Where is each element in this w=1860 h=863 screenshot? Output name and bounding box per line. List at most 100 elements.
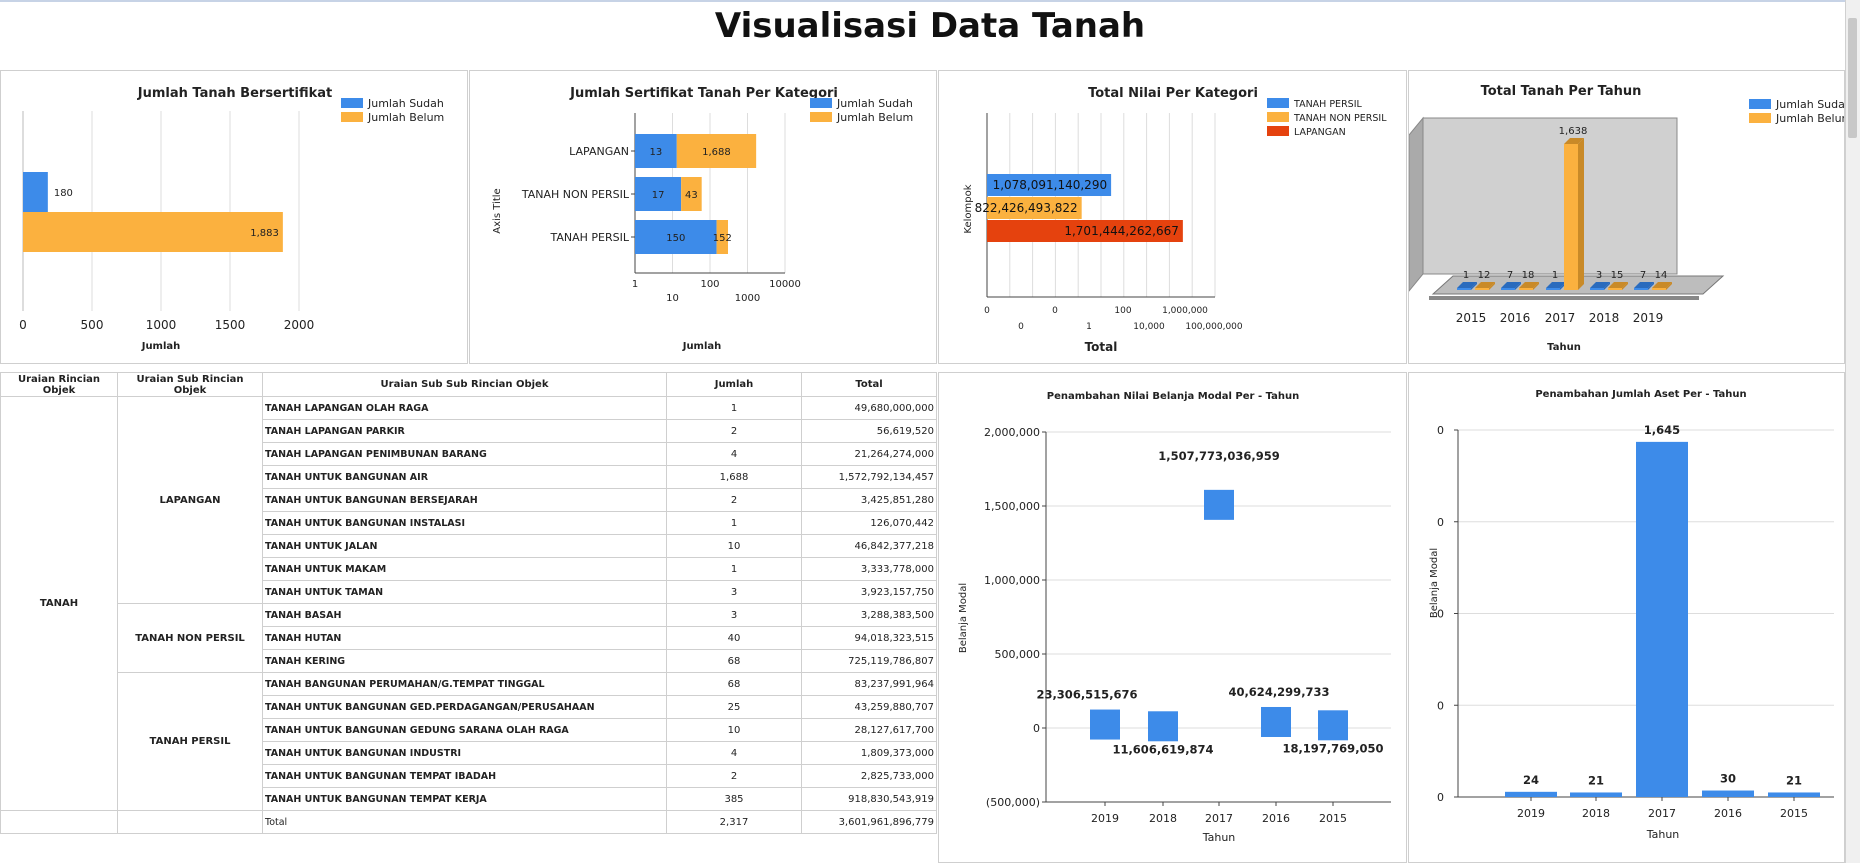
table-row: TANAH UNTUK BANGUNAN GED.PERDAGANGAN/PER… <box>1 695 937 719</box>
x-tick-label: 100 <box>1114 306 1131 316</box>
table-row: TANAH UNTUK TAMAN 3 3,923,157,750 <box>1 580 937 604</box>
total-cell: 46,842,377,218 <box>801 534 937 558</box>
data-label: 152 <box>713 233 732 244</box>
marker-2019 <box>1090 709 1120 740</box>
bar-jumlah-sudah <box>1501 288 1515 290</box>
x-tick-label: 10,000 <box>1133 322 1165 332</box>
legend-swatch <box>810 112 832 122</box>
marker-2015 <box>1318 710 1348 741</box>
item-cell: TANAH UNTUK BANGUNAN GED.PERDAGANGAN/PER… <box>262 695 667 719</box>
jumlah-cell: 10 <box>666 534 802 558</box>
item-cell: TANAH UNTUK BANGUNAN TEMPAT KERJA <box>262 787 667 811</box>
bar-jumlah-belum <box>1475 288 1489 290</box>
data-label: 40,624,299,733 <box>1228 685 1329 699</box>
category-label: LAPANGAN <box>569 145 629 158</box>
scroll-thumb[interactable] <box>1848 18 1857 138</box>
data-label: 12 <box>1478 270 1491 281</box>
data-label: 1,638 <box>1559 126 1588 137</box>
item-cell: TANAH KERING <box>262 649 667 673</box>
data-label: 11,606,619,874 <box>1112 742 1213 756</box>
x-tick-label: 2016 <box>1262 812 1290 825</box>
total-cell: 3,923,157,750 <box>801 580 937 604</box>
total-cell: 1,809,373,000 <box>801 741 937 765</box>
vertical-scrollbar[interactable] <box>1845 0 1860 863</box>
total-cell: 2,825,733,000 <box>801 764 937 788</box>
chart-svg: Penambahan Nilai Belanja Modal Per - Tah… <box>958 391 1391 844</box>
chart-svg: Total Nilai Per Kategori TANAH PERSIL TANA… <box>963 86 1387 354</box>
data-label: 1,883 <box>250 228 279 239</box>
y-axis-title: Belanja Modal <box>1429 548 1440 618</box>
y-axis-title: Axis Title <box>492 188 503 233</box>
legend-swatch <box>1749 99 1771 109</box>
empty-cell <box>117 810 263 834</box>
data-label: 13 <box>650 147 663 158</box>
x-tick-label: 2016 <box>1500 311 1531 325</box>
item-cell: TANAH UNTUK BANGUNAN INDUSTRI <box>262 741 667 765</box>
data-label: 18,197,769,050 <box>1282 741 1383 755</box>
category-label: TANAH PERSIL <box>550 231 630 244</box>
bar-tanah-persil <box>987 174 1112 196</box>
jumlah-cell: 3 <box>666 603 802 627</box>
table-row: TANAH UNTUK BANGUNAN INDUSTRI 4 1,809,373,… <box>1 741 937 765</box>
chart-title: Total Tanah Per Tahun <box>1481 84 1642 99</box>
item-cell: TANAH HUTAN <box>262 626 667 650</box>
x-axis-title: Jumlah <box>682 341 722 352</box>
category-label: TANAH NON PERSIL <box>521 188 630 201</box>
bar-jumlah-sudah <box>23 172 48 212</box>
data-label: 23,306,515,676 <box>1036 688 1137 702</box>
x-tick-label: 1 <box>632 279 638 290</box>
bar-side <box>1471 282 1477 290</box>
table-row: TANAH PERSIL TANAH BANGUNAN PERUMAHAN/G.T… <box>1 672 937 811</box>
data-label: 822,426,493,822 <box>975 201 1078 215</box>
x-tick-label: 1500 <box>215 318 246 332</box>
legend-swatch <box>1267 126 1289 136</box>
column-header: Uraian Sub Sub Rincian Objek <box>262 372 667 397</box>
data-label: 150 <box>666 233 685 244</box>
side-wall <box>1409 116 1424 292</box>
legend-swatch <box>341 112 363 122</box>
x-tick-label: 2017 <box>1648 807 1676 820</box>
subgroup-cell: TANAH PERSIL <box>117 672 263 811</box>
bar-jumlah-sudah <box>1546 288 1560 290</box>
data-label: 1,701,444,262,667 <box>1064 224 1179 238</box>
jumlah-cell: 3 <box>666 580 802 604</box>
back-wall <box>1422 117 1678 275</box>
bar-tanah-non-persil <box>987 197 1082 219</box>
legend-label: Jumlah Sudah <box>367 97 444 110</box>
item-cell: TANAH LAPANGAN OLAH RAGA <box>262 396 667 420</box>
x-axis-title: Total <box>1085 340 1118 354</box>
jumlah-cell: 1 <box>666 557 802 581</box>
chart-panel-penambahan-nilai-belanja: Penambahan Nilai Belanja Modal Per - Tah… <box>938 372 1407 863</box>
table-row: TANAH UNTUK BANGUNAN GEDUNG SARANA OLAH … <box>1 718 937 742</box>
legend-label: LAPANGAN <box>1294 127 1346 138</box>
y-tick-label: 0 <box>1437 608 1444 621</box>
y-tick-label: 0 <box>1033 722 1040 735</box>
data-label: 17 <box>652 190 665 201</box>
bar-lapangan <box>987 220 1183 242</box>
column-header: Jumlah <box>666 372 802 397</box>
bar-jumlah-belum <box>1608 288 1622 290</box>
floor-edge <box>1429 296 1699 300</box>
item-cell: TANAH UNTUK BANGUNAN BERSEJARAH <box>262 488 667 512</box>
bar-side <box>1622 282 1628 290</box>
bar-jumlah-belum <box>23 212 283 252</box>
column-header: Uraian Rincian Objek <box>0 372 118 397</box>
chart-panel-total-tanah-per-tahun: Total Tanah Per Tahun Jumlah SudahJumlah … <box>1408 70 1845 364</box>
data-label: 1,078,091,140,290 <box>993 178 1108 192</box>
jumlah-cell: 25 <box>666 695 802 719</box>
subgroup-cell: LAPANGAN <box>117 396 263 604</box>
bar-jumlah-sudah <box>1634 288 1648 290</box>
total-cell: 126,070,442 <box>801 511 937 535</box>
bar-jumlah-belum <box>1564 144 1578 290</box>
bar-2015 <box>1768 792 1820 797</box>
total-total-cell: 3,601,961,896,779 <box>801 810 937 834</box>
bar-top <box>1608 282 1628 288</box>
total-cell: 83,237,991,964 <box>801 672 937 696</box>
jumlah-cell: 2 <box>666 764 802 788</box>
jumlah-cell: 4 <box>666 442 802 466</box>
x-tick-label: 2015 <box>1456 311 1487 325</box>
x-tick-label: 2019 <box>1633 311 1664 325</box>
legend-swatch <box>341 98 363 108</box>
data-label: 1,645 <box>1644 423 1680 437</box>
